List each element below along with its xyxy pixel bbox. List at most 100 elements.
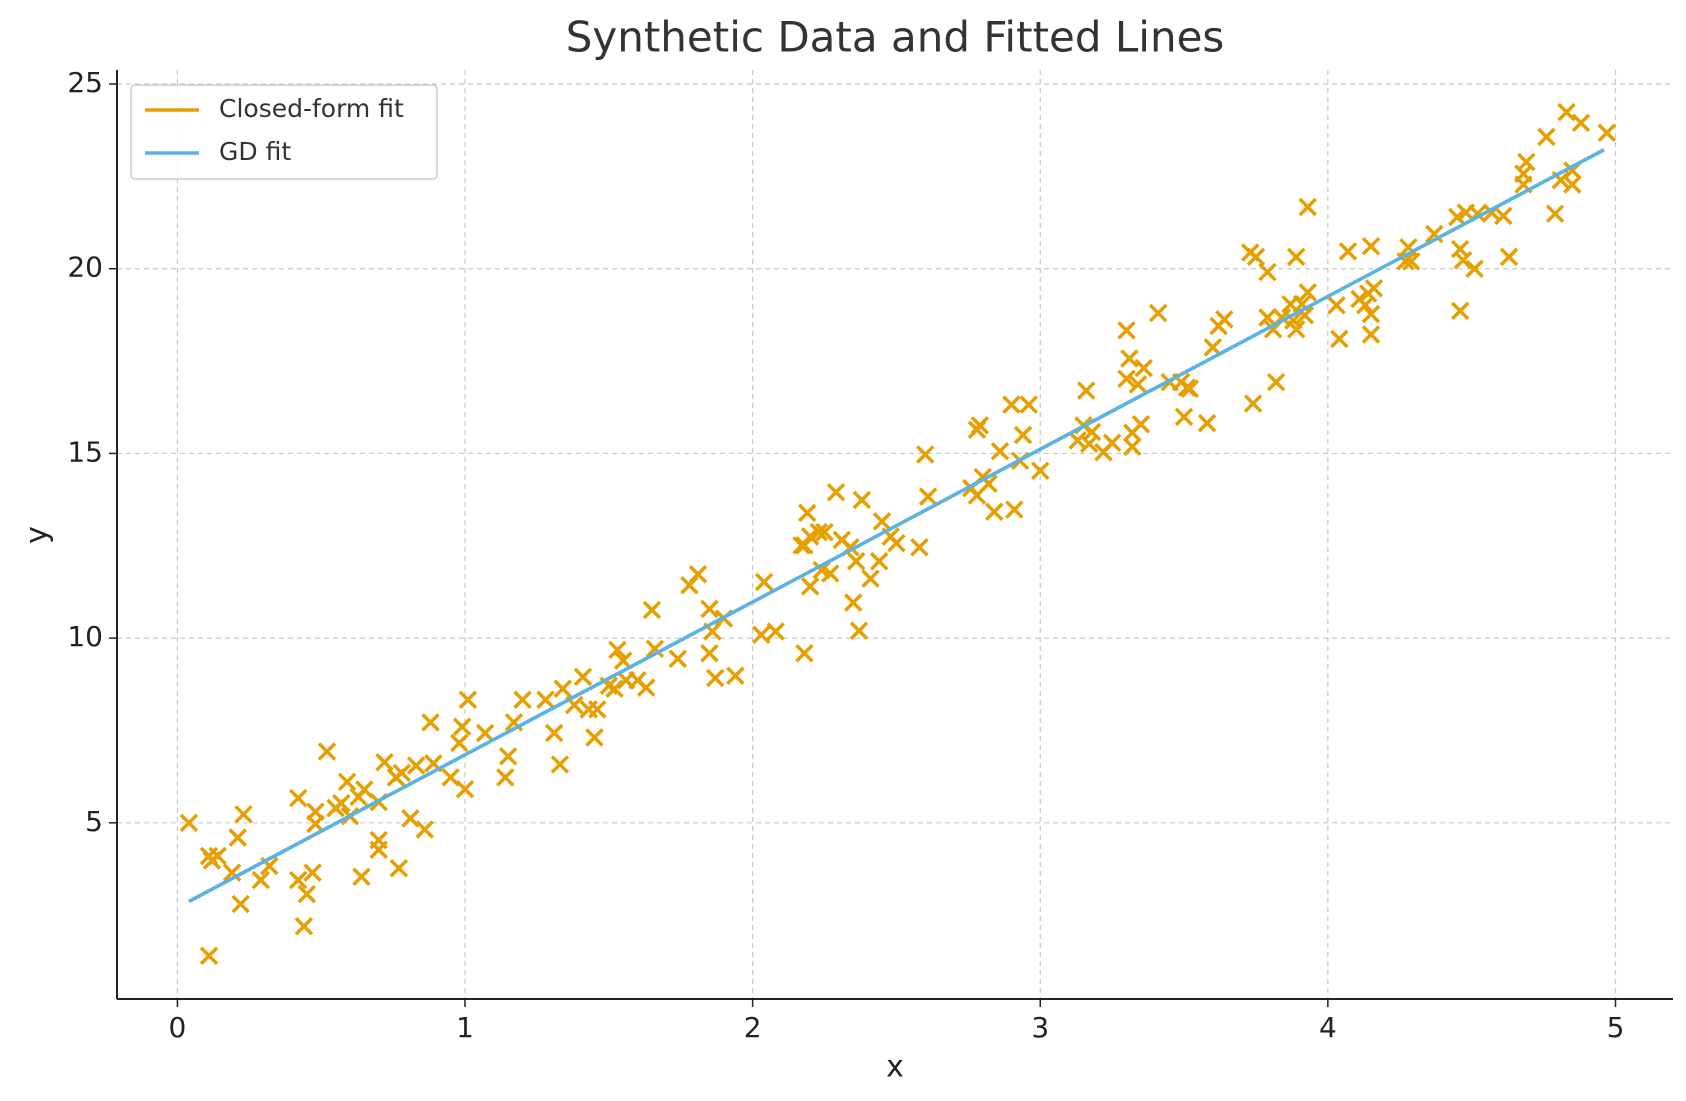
scatter-point [1425, 224, 1444, 244]
scatter-point [887, 533, 906, 553]
scatter-point [389, 859, 409, 878]
scatter-point [1258, 262, 1277, 282]
scatter-point [852, 490, 872, 510]
scatter-point [375, 752, 394, 772]
scatter-point [1298, 283, 1317, 302]
scatter-point [1557, 102, 1576, 122]
scatter-point [1597, 123, 1617, 143]
scatter-point [1077, 381, 1096, 400]
scatter-point [700, 644, 719, 663]
scatter-point [1396, 252, 1415, 271]
scatter-point [1286, 247, 1306, 267]
scatter-point [536, 690, 555, 710]
scatter-point [234, 805, 253, 824]
scatter-point [688, 564, 708, 584]
scatter-point [406, 756, 426, 775]
legend-box [130, 84, 438, 180]
scatter-point [1327, 296, 1346, 315]
scatter-point [1019, 395, 1038, 414]
scatter-point [1465, 259, 1484, 278]
scatter-point [1361, 325, 1381, 344]
scatter-point [1494, 206, 1513, 226]
x-tick-label: 2 [744, 1011, 762, 1044]
scatter-point [579, 700, 598, 719]
scatter-point [415, 820, 434, 839]
scatter-point [1102, 433, 1122, 452]
scatter-point [513, 690, 532, 710]
scatter-point [608, 640, 627, 660]
scatter-point [1563, 175, 1582, 194]
scatter-point [1203, 338, 1223, 357]
scatter-point [1537, 127, 1556, 147]
scatter-point [1148, 303, 1168, 323]
scatter-point [1450, 239, 1470, 259]
scatter-point [869, 552, 889, 571]
scatter-point [1545, 204, 1565, 223]
scatter-point [496, 768, 515, 787]
x-tick-label: 3 [1031, 1011, 1049, 1044]
y-tick-label: 25 [67, 66, 103, 99]
scatter-point [795, 644, 814, 663]
scatter-point [605, 679, 624, 698]
scatter-point [401, 809, 420, 828]
fit-line [188, 148, 1605, 904]
y-tick-label: 20 [67, 251, 103, 284]
chart-title: Synthetic Data and Fitted Lines [566, 13, 1225, 62]
scatter-point [668, 649, 688, 669]
y-tick-label: 10 [67, 620, 103, 653]
scatter-point [1082, 422, 1102, 442]
scatter-point [1266, 372, 1286, 392]
scatter-point [800, 577, 820, 596]
legend-label: GD fit [219, 137, 291, 166]
scatter-point [766, 622, 785, 641]
scatter-point [984, 502, 1004, 522]
scatter-point [844, 593, 863, 612]
scatter-point [199, 946, 219, 966]
scatter-point [1571, 113, 1591, 133]
scatter-point [700, 599, 719, 619]
scatter-point [498, 747, 518, 766]
scatter-point [475, 723, 495, 743]
scatter-point [1131, 415, 1151, 434]
scatter-point [355, 780, 374, 799]
scatter-point [1361, 304, 1381, 324]
scatter-point [352, 867, 371, 886]
scatter-point [970, 416, 990, 435]
y-axis-label: y [20, 526, 55, 544]
scatter-point [1123, 437, 1142, 457]
scatter-point [915, 445, 935, 464]
scatter-point [297, 884, 317, 904]
scatter-point [452, 717, 472, 737]
scatter-point [752, 625, 771, 645]
scatter-point [1361, 236, 1381, 256]
scatter-point [294, 916, 314, 936]
scatter-point [251, 870, 271, 890]
scatter-point [754, 572, 774, 592]
scatter-point [1450, 301, 1470, 321]
scatter-point [645, 639, 665, 659]
scatter-point [1517, 152, 1536, 172]
scatter-point [392, 763, 411, 783]
scatter-point [222, 863, 242, 882]
scatter-point [1330, 329, 1349, 349]
scatter-point [861, 569, 880, 588]
scatter-point [1258, 308, 1277, 327]
scatter-point [1120, 349, 1139, 368]
scatter-point [288, 788, 308, 808]
scatter-point [1243, 394, 1263, 413]
scatter-point [588, 700, 607, 719]
scatter-point [1364, 279, 1384, 298]
scatter-point [1338, 242, 1358, 261]
scatter-point [826, 482, 846, 502]
scatter-point [872, 512, 892, 531]
scatter-point [231, 894, 250, 914]
scatter-point [1117, 321, 1136, 340]
scatter-point [1031, 461, 1050, 481]
scatter-point [1005, 500, 1024, 519]
scatter-point [585, 728, 604, 747]
scatter-point [798, 503, 817, 523]
scatter-point [1453, 250, 1473, 270]
scatter-point [550, 755, 570, 774]
x-tick-label: 0 [168, 1011, 186, 1044]
scatter-point [337, 772, 357, 792]
